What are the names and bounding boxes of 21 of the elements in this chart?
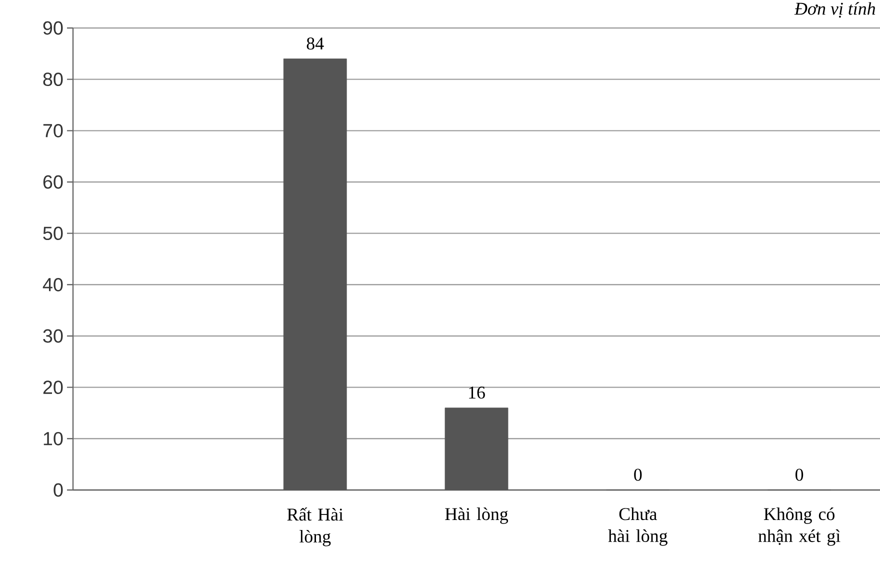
bar	[444, 408, 508, 490]
x-tick-label: Không có nhận xét gì	[758, 508, 840, 546]
y-tick-label: 70	[43, 124, 63, 138]
y-tick-label: 80	[43, 72, 63, 86]
data-label: 84	[306, 38, 324, 50]
y-tick-label: 10	[44, 432, 63, 446]
y-tick-label: 30	[43, 329, 63, 343]
bar	[283, 58, 347, 490]
data-label: 16	[469, 386, 485, 399]
y-tick-label: 40	[42, 278, 63, 292]
x-tick-label: Chưa hài lòng	[608, 507, 668, 546]
y-tick-label: 90	[43, 21, 63, 35]
x-tick-label: Hài lòng	[445, 508, 508, 524]
x-tick-label: Rất Hài lòng	[287, 508, 344, 546]
y-tick-label: 0	[54, 483, 63, 497]
y-tick-label: 50	[43, 226, 63, 240]
y-tick-label: 20	[43, 380, 63, 394]
text: Đơn vị tính	[794, 2, 876, 18]
data-label: 0	[634, 468, 642, 481]
data-label: 0	[796, 468, 804, 481]
y-tick-label: 60	[43, 175, 63, 189]
